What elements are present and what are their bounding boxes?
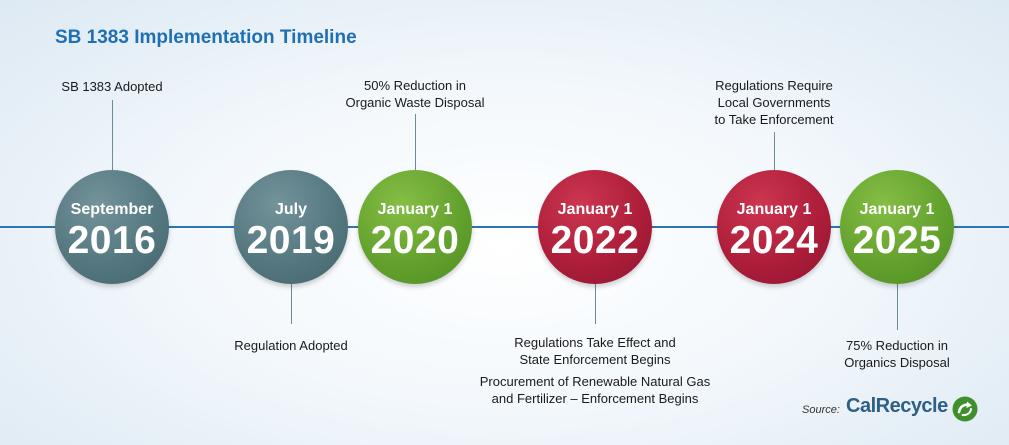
connector-line — [595, 284, 596, 324]
milestone-year: 2022 — [550, 219, 640, 262]
milestone-label: 75% Reduction in Organics Disposal — [844, 337, 950, 371]
connector-line — [774, 132, 775, 170]
milestone-label: 50% Reduction in Organic Waste Disposal — [346, 77, 485, 111]
milestone-circle-2020: January 1 2020 — [358, 170, 472, 284]
milestone-extra-label: Procurement of Renewable Natural Gas and… — [480, 373, 711, 407]
source-label: Source: — [802, 404, 840, 416]
milestone-month: September — [70, 201, 154, 218]
milestone-month: January 1 — [736, 201, 812, 218]
label-line: and Fertilizer – Enforcement Begins — [491, 391, 699, 406]
milestone-circle-2019: July 2019 — [234, 170, 348, 284]
milestone-circle-2016: September 2016 — [55, 170, 169, 284]
label-line: to Take Enforcement — [714, 112, 834, 127]
milestone-label: SB 1383 Adopted — [61, 78, 162, 95]
milestone-label: Regulation Adopted — [234, 337, 347, 354]
label-line: 50% Reduction in — [364, 78, 466, 93]
label-line: Regulations Take Effect and — [514, 335, 676, 350]
milestone-circle-2025: January 1 2025 — [840, 170, 954, 284]
milestone-year: 2024 — [729, 219, 819, 262]
milestone-year: 2019 — [246, 219, 336, 262]
milestone-circle-2022: January 1 2022 — [538, 170, 652, 284]
label-line: Local Governments — [717, 95, 831, 110]
label-line: Procurement of Renewable Natural Gas — [479, 374, 711, 389]
label-line: Regulation Adopted — [234, 338, 348, 353]
milestone-month: July — [274, 201, 307, 218]
milestone-year: 2020 — [370, 219, 460, 262]
connector-line — [415, 114, 416, 170]
label-line: Organic Waste Disposal — [345, 95, 485, 110]
milestone-month: January 1 — [859, 201, 935, 218]
milestone-label: Regulations Require Local Governments to… — [715, 77, 834, 128]
milestone-label: Regulations Take Effect and State Enforc… — [514, 334, 675, 368]
milestone-month: January 1 — [377, 201, 453, 218]
milestone-year: 2025 — [852, 219, 942, 262]
milestone-year: 2016 — [67, 219, 157, 262]
label-line: Organics Disposal — [844, 355, 950, 370]
label-line: State Enforcement Begins — [519, 352, 671, 367]
label-line: 75% Reduction in — [846, 338, 948, 353]
connector-line — [897, 284, 898, 330]
label-line: Regulations Require — [715, 78, 833, 93]
milestone-circle-2024: January 1 2024 — [717, 170, 831, 284]
recycle-arrow-icon — [952, 396, 978, 422]
page-title: SB 1383 Implementation Timeline — [55, 27, 357, 48]
timeline-axis — [0, 226, 1009, 228]
connector-line — [112, 100, 113, 170]
milestone-month: January 1 — [557, 201, 633, 218]
label-line: SB 1383 Adopted — [61, 79, 163, 94]
calrecycle-logo-text: CalRecycle — [846, 395, 948, 417]
connector-line — [291, 284, 292, 324]
